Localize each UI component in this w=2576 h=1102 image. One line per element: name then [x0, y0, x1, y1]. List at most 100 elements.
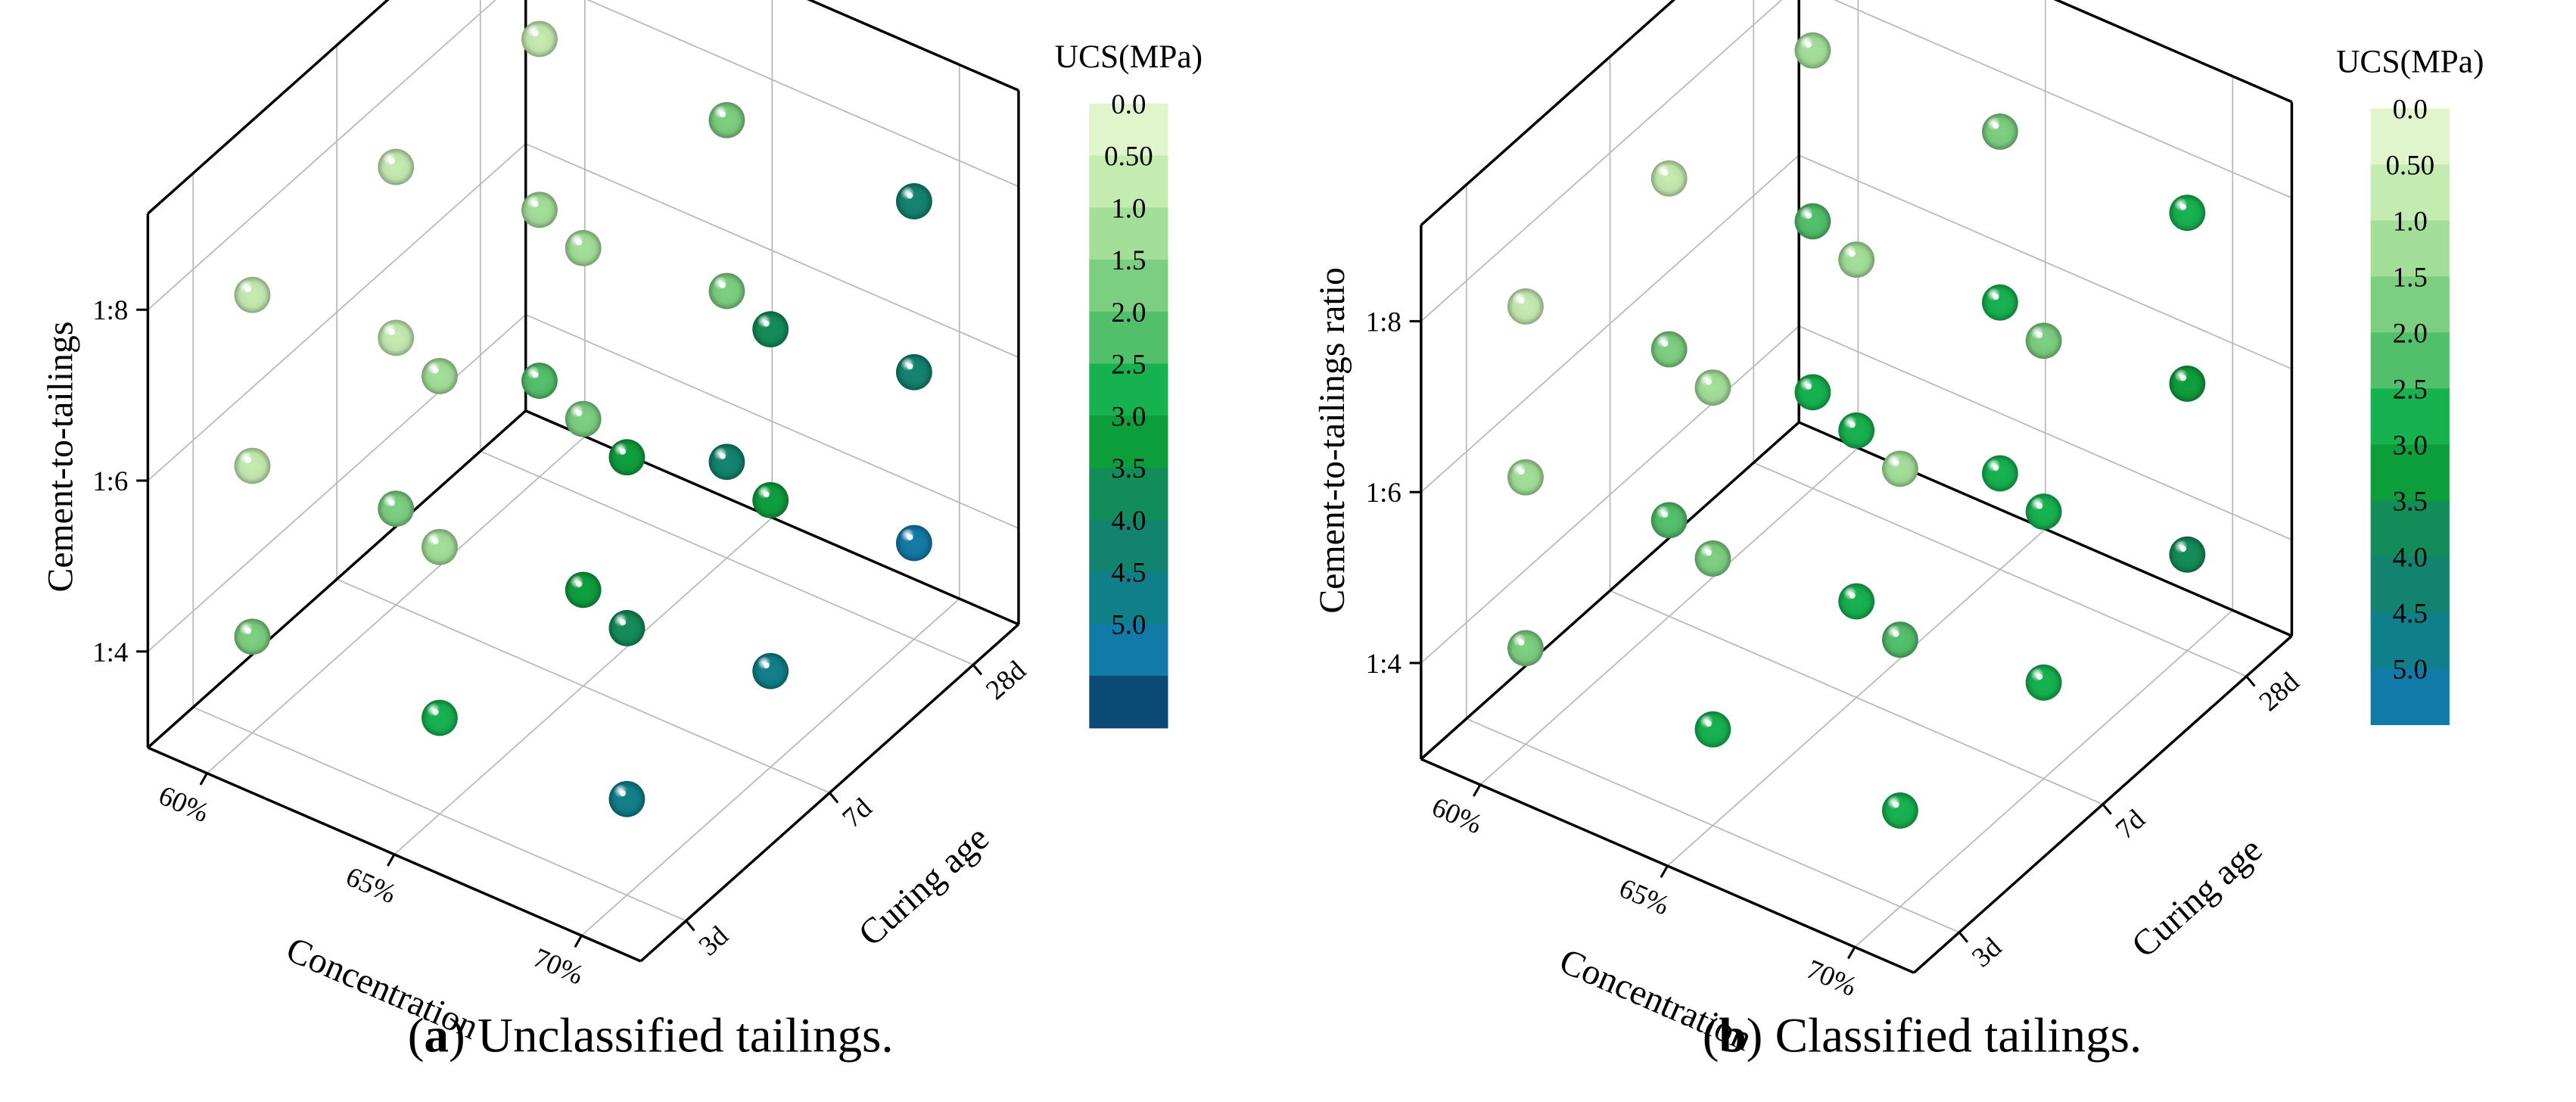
x-tick-label: 60% — [154, 780, 213, 828]
y-axis-title: Curing age — [851, 818, 997, 954]
point-specular — [1518, 639, 1525, 646]
caption-text: Classified tailings. — [1775, 1008, 2142, 1063]
point-specular — [432, 538, 439, 545]
panel-caption: (b) Classified tailings. — [1703, 1008, 2142, 1063]
colorbar-tick-label: 0.50 — [1104, 141, 1153, 172]
data-point — [752, 652, 789, 690]
data-point — [608, 439, 646, 476]
data-point — [1882, 621, 1918, 658]
point-specular — [245, 456, 251, 463]
point-specular — [245, 286, 251, 292]
point-specular — [907, 192, 913, 199]
colorbar-tick-label: 3.0 — [1111, 400, 1146, 431]
point-specular — [1706, 378, 1712, 385]
data-point — [422, 699, 458, 736]
x-tick-mark — [1472, 784, 1482, 797]
x-tick-label: 70% — [1802, 953, 1861, 1001]
data-point — [378, 490, 415, 527]
y-tick-label: 28d — [979, 655, 1031, 705]
data-point — [2025, 664, 2062, 701]
point-specular — [763, 662, 770, 668]
colorbar-cell — [2370, 332, 2450, 389]
z-tick-label: 1:6 — [1366, 477, 1402, 508]
data-point — [1507, 630, 1544, 667]
back-floor-edge — [147, 409, 527, 749]
point-specular — [432, 367, 439, 374]
data-point — [2025, 493, 2062, 530]
colorbar-title: UCS(MPa) — [2336, 44, 2484, 80]
point-specular — [1518, 297, 1525, 304]
data-point — [521, 363, 558, 399]
z-tick-label: 1:4 — [92, 637, 128, 668]
data-point — [896, 525, 932, 562]
data-point — [2025, 322, 2062, 360]
data-point — [1650, 331, 1688, 368]
data-point — [2169, 366, 2206, 402]
colorbar-tick-label: 2.5 — [2393, 373, 2428, 404]
data-point — [1882, 792, 1918, 829]
y-tick-mark — [972, 664, 983, 676]
colorbar-cell — [1089, 311, 1168, 365]
x-tick-mark — [387, 854, 396, 867]
z-tick-label: 1:6 — [92, 465, 128, 497]
data-point — [708, 101, 745, 139]
data-point — [565, 571, 602, 609]
colorbar-cell — [1089, 155, 1168, 208]
data-point — [1507, 459, 1544, 496]
point-specular — [1849, 251, 1856, 257]
point-specular — [1806, 42, 1812, 48]
colorbar-cell — [1089, 571, 1168, 624]
top-side-edge — [2053, 0, 2293, 104]
point-specular — [2036, 503, 2043, 509]
colorbar-tick-label: 2.5 — [1111, 349, 1146, 380]
grid-line-z — [147, 0, 1019, 310]
point-specular — [720, 282, 726, 288]
z-tick-label: 1:8 — [92, 294, 128, 325]
point-specular — [2180, 546, 2186, 552]
x-tick-label: 70% — [529, 942, 588, 990]
colorbar-tick-label: 3.5 — [1111, 453, 1146, 484]
y-tick-mark — [1958, 931, 1969, 943]
point-specular — [763, 491, 770, 498]
axis-box — [146, 0, 1020, 963]
point-specular — [1806, 383, 1812, 390]
point-specular — [532, 372, 539, 378]
colorbar-cell — [1089, 207, 1168, 260]
point-specular — [532, 30, 539, 36]
point-specular — [763, 320, 770, 327]
point-specular — [1662, 341, 1669, 347]
colorbar-tick-label: 5.0 — [2393, 653, 2428, 684]
data-point — [565, 400, 602, 437]
point-specular — [620, 619, 626, 626]
data-point — [1981, 455, 2018, 492]
point-specular — [1849, 593, 1856, 599]
point-specular — [2036, 674, 2043, 680]
colorbar-tick-label: 1.0 — [1111, 192, 1146, 223]
x-tick-label: 65% — [1615, 872, 1674, 920]
tick-marks — [136, 308, 983, 948]
grid-line-y — [479, 0, 974, 666]
point-specular — [1893, 802, 1899, 808]
data-point — [521, 20, 558, 58]
colorbar-title: UCS(MPa) — [1055, 39, 1202, 75]
colorbar-cell — [1089, 675, 1168, 729]
data-point — [1838, 583, 1875, 620]
colorbar-cell — [1089, 416, 1168, 469]
data-point — [1507, 288, 1544, 325]
z-tick-label: 1:8 — [1366, 306, 1402, 337]
colorbar-cell — [1089, 467, 1168, 521]
top-back-edge — [1420, 0, 1676, 226]
data-point — [422, 358, 458, 394]
point-specular — [1706, 721, 1712, 727]
data-point — [422, 528, 458, 565]
colorbar-tick-label: 4.0 — [2393, 541, 2428, 572]
y-tick-mark — [2245, 675, 2256, 687]
colorbar-cell — [2370, 164, 2450, 221]
point-specular — [245, 627, 251, 634]
data-point — [1794, 374, 1831, 411]
x-tick-label: 65% — [341, 861, 400, 909]
data-point — [1981, 114, 2018, 150]
z-axis-title: Cement-to-tailings ratio — [1312, 267, 1352, 614]
point-specular — [720, 111, 726, 118]
data-point — [565, 229, 602, 266]
